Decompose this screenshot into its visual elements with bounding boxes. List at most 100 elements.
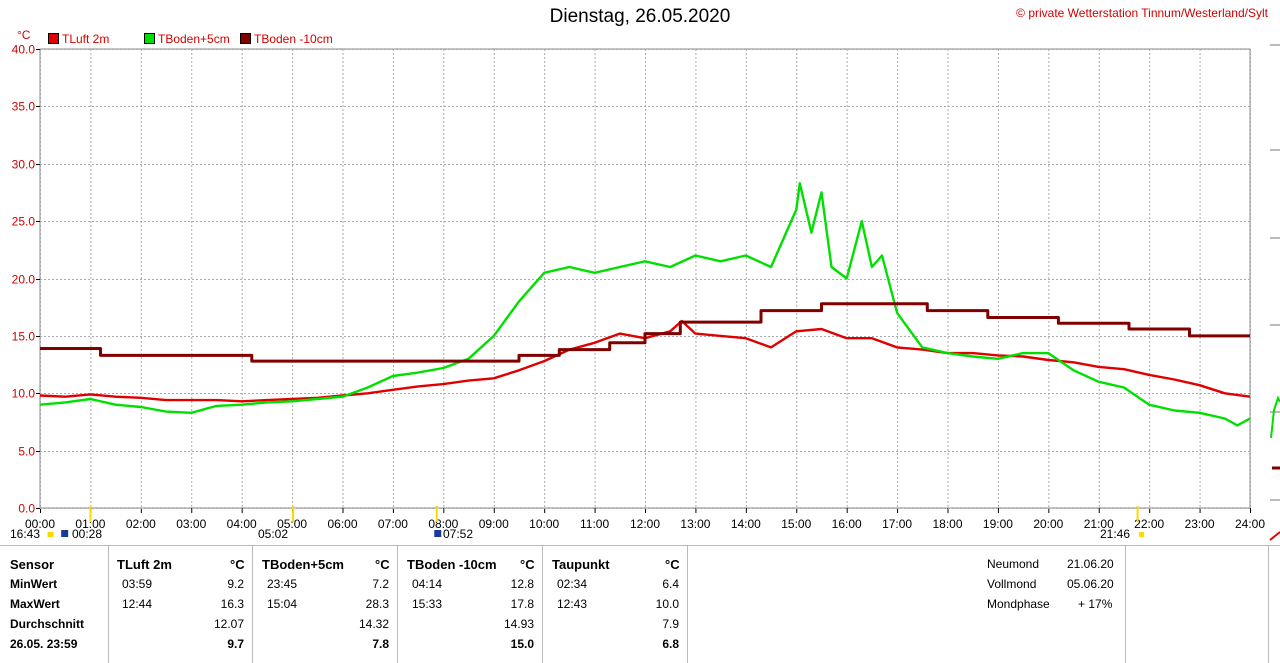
y-tick-label: 35.0 <box>12 100 36 114</box>
x-tick-label: 16:00 <box>832 517 862 531</box>
x-tick-label: 17:00 <box>882 517 912 531</box>
sun-label-05-02: 05:02 <box>258 527 289 541</box>
chart-title: Dienstag, 26.05.2020 <box>549 6 731 27</box>
x-tick-label: 07:00 <box>378 517 408 531</box>
column-divider <box>252 546 253 663</box>
taupunkt-max-time: 12:43 <box>557 597 588 611</box>
x-tick-label: 13:00 <box>680 517 710 531</box>
tboden5-max-time: 15:04 <box>267 597 298 611</box>
sun-marker-box <box>1139 532 1145 537</box>
row-label-min: MinWert <box>10 577 58 591</box>
tboden5-avg: 14.32 <box>358 617 389 631</box>
y-tick-label: 40.0 <box>12 43 36 57</box>
taupunkt-min-time: 02:34 <box>557 577 588 591</box>
tboden10-min: 12.8 <box>510 577 534 591</box>
col-taupunkt-name: Taupunkt <box>552 557 610 572</box>
tluft-avg: 12.07 <box>213 617 244 631</box>
x-tick-label: 06:00 <box>327 517 357 531</box>
x-tick-label: 24:00 <box>1235 517 1265 531</box>
y-axis-unit: °C <box>17 28 31 42</box>
col-tboden5-unit: °C <box>375 557 390 572</box>
moon-label-phase: Mondphase <box>987 597 1050 611</box>
taupunkt-avg: 7.9 <box>662 617 679 631</box>
temperature-chart: 0.0 5.0 10.0 15.0 20.0 25.0 30.0 35.0 40.0 00:00 0… <box>12 43 1280 541</box>
right-current-marker-tboden5 <box>1270 395 1280 439</box>
sun-label-16-43: 16:43 <box>10 527 41 541</box>
taupunkt-max: 10.0 <box>655 597 679 611</box>
right-current-marker-tluft <box>1269 531 1280 541</box>
moon-label-vollmond: Vollmond <box>987 577 1037 591</box>
row-label-max: MaxWert <box>10 597 60 611</box>
moon-marker <box>61 530 69 537</box>
moon-label-neumond: Neumond <box>987 557 1040 571</box>
column-divider <box>397 546 398 663</box>
column-divider <box>108 546 109 663</box>
column-divider <box>542 546 543 663</box>
tboden5-max: 28.3 <box>365 597 389 611</box>
legend-swatch <box>144 33 155 44</box>
col-tluft-name: TLuft 2m <box>117 557 172 572</box>
tboden10-min-time: 04:14 <box>412 577 443 591</box>
x-tick-label: 10:00 <box>529 517 559 531</box>
x-tick-label: 15:00 <box>781 517 811 531</box>
statistics-table: Sensor MinWert MaxWert Durchschnitt 26.0… <box>0 545 1280 663</box>
moon-value-neumond: 21.06.20 <box>1067 557 1114 571</box>
sun-label-21-46: 21:46 <box>1100 527 1131 541</box>
col-tboden5-name: TBoden+5cm <box>262 557 344 572</box>
moon-value-phase: + 17% <box>1078 597 1113 611</box>
y-tick-label: 10.0 <box>12 387 36 401</box>
row-label-current: 26.05. 23:59 <box>10 637 78 651</box>
x-tick-label: 01:00 <box>75 517 105 531</box>
x-tick-label: 04:00 <box>227 517 257 531</box>
x-tick-label: 02:00 <box>126 517 156 531</box>
copyright-symbol: © <box>1016 6 1025 20</box>
x-tick-label: 12:00 <box>630 517 660 531</box>
y-tick-label: 20.0 <box>12 273 36 287</box>
legend-label: TBoden+5cm <box>158 32 230 46</box>
legend-label: TBoden -10cm <box>254 32 333 46</box>
legend-swatch <box>48 33 59 44</box>
legend-label: TLuft 2m <box>62 32 110 46</box>
series-line-tboden-5cm <box>39 182 1251 427</box>
x-tick-label: 20:00 <box>1033 517 1063 531</box>
x-tick-label: 05:00 <box>277 517 307 531</box>
moon-marker <box>434 530 442 537</box>
tboden10-max: 17.8 <box>510 597 534 611</box>
copyright-notice: © private Wetterstation Tinnum/Westerlan… <box>1016 6 1268 20</box>
tboden5-min: 7.2 <box>372 577 389 591</box>
taupunkt-min: 6.4 <box>662 577 679 591</box>
legend-item-tboden10: TBoden -10cm <box>240 32 333 46</box>
x-tick-label: 19:00 <box>983 517 1013 531</box>
col-tluft-unit: °C <box>230 557 245 572</box>
x-tick-label: 00:00 <box>25 517 55 531</box>
column-divider <box>687 546 688 663</box>
tboden10-current: 15.0 <box>510 637 534 651</box>
tluft-min: 9.2 <box>227 577 244 591</box>
sun-marker-box <box>47 532 54 537</box>
column-divider <box>1125 546 1126 663</box>
column-divider <box>1268 546 1269 663</box>
series-line-tboden-10cm <box>40 302 1250 363</box>
tluft-current: 9.7 <box>227 637 244 651</box>
legend-item-tboden5: TBoden+5cm <box>144 32 230 46</box>
x-tick-label: 11:00 <box>580 517 609 531</box>
legend-swatch <box>240 33 251 44</box>
moon-value-vollmond: 05.06.20 <box>1067 577 1114 591</box>
col-tboden10-unit: °C <box>520 557 535 572</box>
y-tick-label: 5.0 <box>18 445 35 459</box>
x-tick-label: 21:00 <box>1084 517 1114 531</box>
y-tick-label: 30.0 <box>12 158 36 172</box>
tluft-max: 16.3 <box>220 597 244 611</box>
copyright-text: private Wetterstation Tinnum/Westerland/… <box>1028 6 1268 20</box>
col-tboden10-name: TBoden -10cm <box>407 557 497 572</box>
taupunkt-current: 6.8 <box>662 637 679 651</box>
x-tick-label: 18:00 <box>932 517 962 531</box>
tboden10-avg: 14.93 <box>503 617 534 631</box>
tluft-min-time: 03:59 <box>122 577 153 591</box>
row-label-avg: Durchschnitt <box>10 617 85 631</box>
sun-label-07-52: 07:52 <box>443 527 474 541</box>
y-tick-label: 0.0 <box>18 502 35 516</box>
tboden10-max-time: 15:33 <box>412 597 443 611</box>
tboden5-current: 7.8 <box>372 637 389 651</box>
x-tick-label: 03:00 <box>176 517 206 531</box>
